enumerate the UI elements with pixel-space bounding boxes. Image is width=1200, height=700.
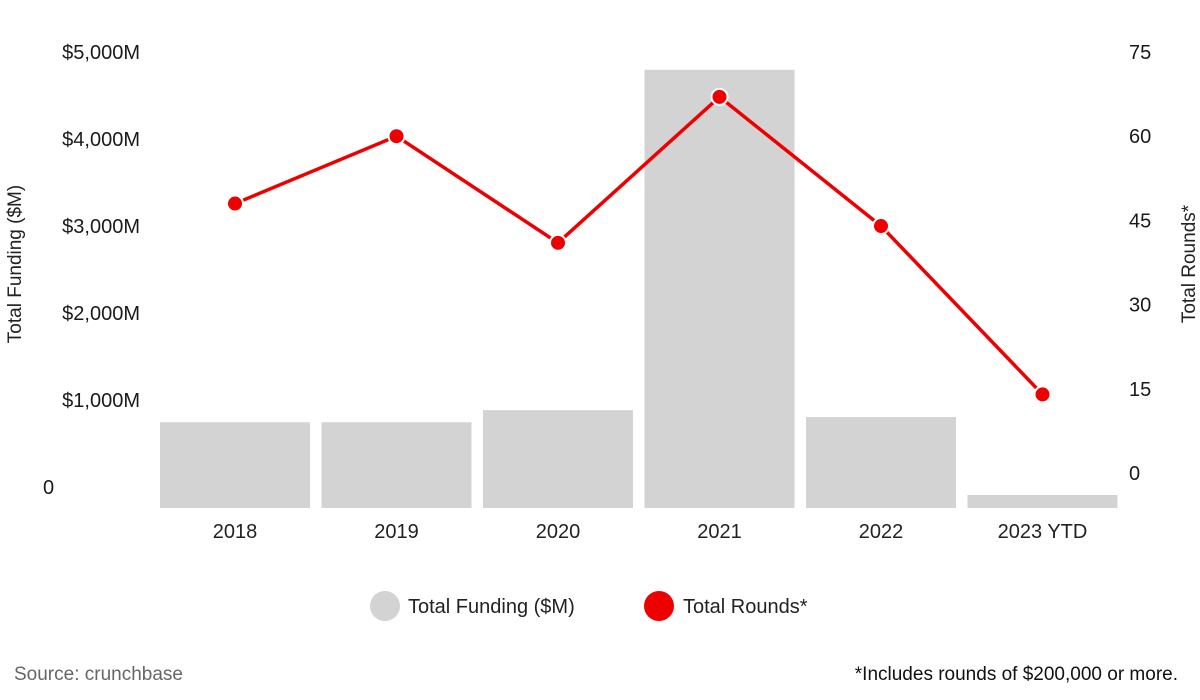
category-labels: 2018 2019 2020 2021 2022 2023 YTD bbox=[213, 521, 1088, 543]
rounds-point bbox=[872, 217, 890, 236]
funding-bar bbox=[321, 422, 472, 508]
left-axis-tick: $2,000M bbox=[62, 303, 140, 325]
funding-bars bbox=[160, 69, 1118, 508]
left-axis-tick: $1,000M bbox=[62, 390, 140, 412]
funding-bar bbox=[806, 417, 956, 508]
category-label: 2020 bbox=[536, 521, 581, 543]
funding-bar bbox=[483, 410, 633, 508]
footnote: *Includes rounds of $200,000 or more. bbox=[854, 664, 1178, 685]
funding-bar bbox=[160, 422, 310, 508]
funding-bar bbox=[644, 69, 795, 508]
rounds-point bbox=[387, 127, 406, 146]
left-axis-tick: 0 bbox=[43, 477, 54, 499]
right-axis-ticks: 0 15 30 45 60 75 bbox=[1129, 42, 1151, 485]
legend-funding-label: Total Funding ($M) bbox=[408, 596, 575, 618]
legend: Total Funding ($M) Total Rounds* bbox=[370, 591, 808, 621]
category-label: 2019 bbox=[374, 521, 419, 543]
legend-funding-swatch bbox=[370, 591, 400, 621]
rounds-point bbox=[710, 87, 729, 106]
right-axis-tick: 0 bbox=[1129, 463, 1140, 485]
left-axis-title: Total Funding ($M) bbox=[5, 185, 26, 343]
rounds-point bbox=[226, 194, 244, 213]
right-axis-tick: 60 bbox=[1129, 126, 1151, 148]
right-axis-title: Total Rounds* bbox=[1179, 204, 1200, 323]
left-axis-tick: $5,000M bbox=[62, 42, 140, 64]
rounds-point bbox=[549, 233, 567, 252]
rounds-line-path bbox=[234, 95, 1044, 396]
left-axis-ticks: 0 $1,000M $2,000M $3,000M $4,000M $5,000M bbox=[43, 42, 140, 499]
funding-bar bbox=[967, 495, 1118, 508]
legend-rounds-swatch bbox=[644, 591, 674, 621]
right-axis-tick: 75 bbox=[1129, 42, 1151, 64]
legend-rounds-label: Total Rounds* bbox=[683, 596, 808, 618]
left-axis-tick: $4,000M bbox=[62, 129, 140, 151]
category-label: 2023 YTD bbox=[998, 521, 1088, 543]
right-axis-tick: 45 bbox=[1129, 210, 1151, 232]
category-label: 2022 bbox=[859, 521, 904, 543]
source-note: Source: crunchbase bbox=[14, 664, 183, 685]
left-axis-tick: $3,000M bbox=[62, 216, 140, 238]
category-label: 2018 bbox=[213, 521, 258, 543]
rounds-point bbox=[1033, 385, 1052, 404]
rounds-line bbox=[226, 87, 1052, 404]
right-axis-tick: 30 bbox=[1129, 295, 1151, 317]
category-label: 2021 bbox=[697, 521, 742, 543]
right-axis-tick: 15 bbox=[1129, 379, 1151, 401]
